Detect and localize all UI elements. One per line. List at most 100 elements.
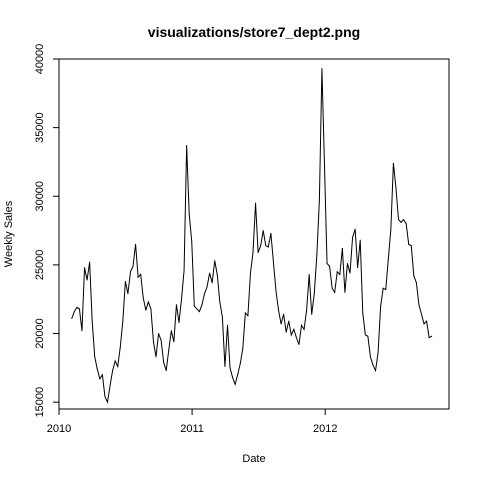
data-point xyxy=(152,341,154,343)
data-point xyxy=(380,305,382,307)
data-point xyxy=(413,275,415,277)
data-point xyxy=(239,363,241,365)
data-point xyxy=(160,339,162,341)
data-point xyxy=(173,341,175,343)
data-point xyxy=(196,308,198,310)
data-point xyxy=(183,269,185,271)
data-point xyxy=(410,245,412,247)
data-point xyxy=(124,280,126,282)
data-point xyxy=(306,309,308,311)
data-point xyxy=(369,356,371,358)
data-point xyxy=(344,291,346,293)
data-point xyxy=(81,330,83,332)
y-axis-label: Weekly Sales xyxy=(3,200,15,267)
data-point xyxy=(349,272,351,274)
data-point xyxy=(226,324,228,326)
data-point xyxy=(260,245,262,247)
data-point xyxy=(336,271,338,273)
data-point xyxy=(367,335,369,337)
data-point xyxy=(163,361,165,363)
data-point xyxy=(303,328,305,330)
y-axis: 15000 20000 25000 30000 35000 40000 xyxy=(34,44,60,417)
data-point xyxy=(132,265,134,267)
data-point xyxy=(323,164,325,166)
y-tick-label: 30000 xyxy=(34,181,46,212)
data-point xyxy=(295,337,297,339)
data-point xyxy=(339,273,341,275)
data-point xyxy=(129,271,131,273)
data-point xyxy=(122,320,124,322)
data-point xyxy=(201,304,203,306)
y-tick-label: 40000 xyxy=(34,44,46,75)
data-point xyxy=(142,297,144,299)
data-point xyxy=(107,401,108,403)
data-point xyxy=(234,383,236,385)
data-point xyxy=(375,370,377,372)
data-point xyxy=(109,385,111,387)
x-tick-label: 2012 xyxy=(313,423,337,435)
data-point xyxy=(114,360,116,362)
data-point xyxy=(385,289,387,291)
data-point xyxy=(311,313,313,315)
data-point xyxy=(127,293,129,295)
data-point xyxy=(316,254,318,256)
data-point xyxy=(96,368,98,370)
data-point xyxy=(198,311,200,313)
data-point xyxy=(137,276,139,278)
data-point xyxy=(229,367,231,369)
data-point xyxy=(382,287,384,289)
data-point xyxy=(232,376,234,378)
x-tick-label: 2010 xyxy=(47,423,71,435)
data-point xyxy=(247,315,249,317)
data-point xyxy=(288,320,290,322)
data-point xyxy=(326,263,328,265)
data-point xyxy=(426,320,428,322)
data-point xyxy=(270,232,272,234)
data-point xyxy=(165,370,167,372)
data-point xyxy=(272,261,274,263)
data-point xyxy=(405,223,407,225)
data-point xyxy=(423,323,425,325)
data-point xyxy=(191,241,193,243)
data-point xyxy=(415,282,417,284)
data-point xyxy=(280,323,282,325)
y-tick-label: 20000 xyxy=(34,318,46,349)
data-point xyxy=(94,356,96,358)
data-point xyxy=(308,273,310,275)
data-point xyxy=(204,293,206,295)
data-point xyxy=(283,313,285,315)
data-point xyxy=(219,301,221,303)
data-point xyxy=(193,305,195,307)
data-point xyxy=(89,261,91,263)
data-point xyxy=(262,230,264,232)
data-point xyxy=(408,243,410,245)
data-point xyxy=(158,333,160,335)
data-point xyxy=(145,309,147,311)
data-point xyxy=(418,304,420,306)
data-point xyxy=(275,290,277,292)
y-tick-label: 25000 xyxy=(34,250,46,281)
data-point xyxy=(403,219,405,221)
x-axis: 2010 2011 2012 xyxy=(47,408,337,435)
data-point xyxy=(377,352,379,354)
data-point xyxy=(206,286,208,288)
data-point xyxy=(119,346,121,348)
data-point xyxy=(341,247,343,249)
data-point xyxy=(298,343,300,345)
data-point xyxy=(257,252,259,254)
data-point xyxy=(364,334,366,336)
chart-title: visualizations/store7_dept2.png xyxy=(148,24,360,40)
data-point xyxy=(301,324,303,326)
data-point xyxy=(400,221,402,223)
data-point xyxy=(359,239,361,241)
data-point xyxy=(104,396,106,398)
data-point xyxy=(216,273,218,275)
data-point xyxy=(175,304,177,306)
data-point xyxy=(86,279,88,281)
data-point xyxy=(354,228,356,230)
data-point xyxy=(265,245,267,247)
data-point xyxy=(178,322,180,324)
data-point xyxy=(242,348,244,350)
